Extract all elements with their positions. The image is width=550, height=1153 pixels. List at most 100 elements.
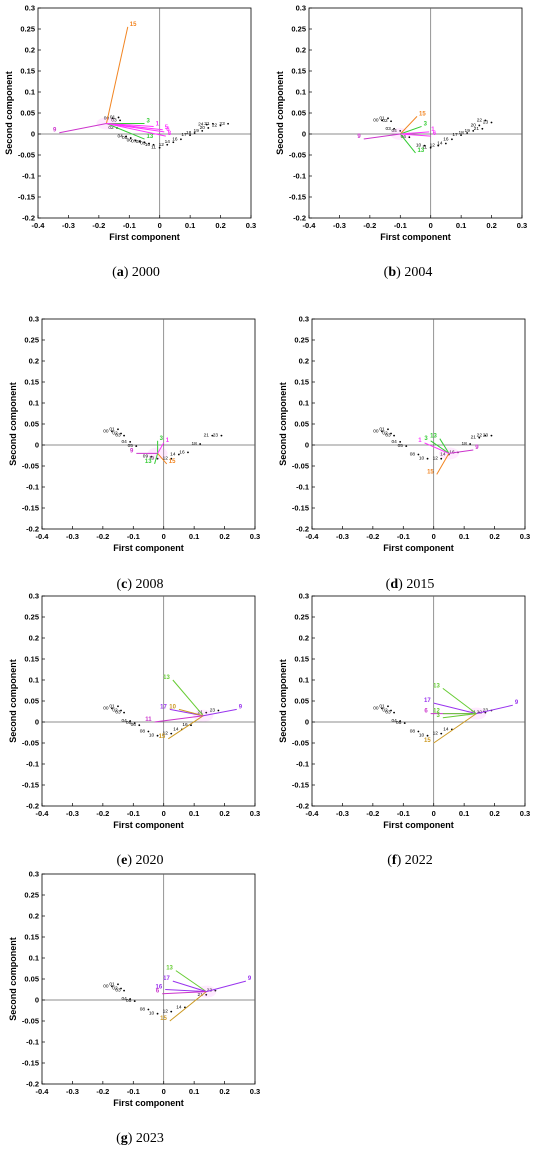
data-point	[451, 138, 453, 141]
x-axis-label: First component	[383, 543, 454, 553]
y-tick-label: 0.2	[29, 912, 39, 921]
data-point	[484, 119, 487, 122]
loading-vector	[106, 123, 145, 140]
x-tick-label: 0.2	[215, 221, 225, 230]
caption-year: 2020	[136, 853, 164, 868]
x-tick-label: -0.2	[363, 221, 376, 230]
data-point	[120, 987, 122, 990]
point-label: 18	[458, 130, 464, 136]
vector-label: 9	[53, 128, 57, 134]
y-tick-label: 0	[35, 441, 39, 450]
vector-label: 9	[357, 134, 361, 140]
y-tick-label: -0.15	[18, 193, 35, 202]
data-point	[156, 457, 159, 460]
data-point	[490, 121, 493, 124]
vector-label: 15	[130, 22, 137, 28]
point-label: 12	[159, 142, 165, 148]
point-label: 09	[140, 141, 146, 147]
y-tick-label: 0	[35, 718, 39, 727]
point-label: 16	[172, 136, 178, 142]
y-tick-label: 0.2	[25, 46, 35, 55]
x-tick-label: 0.3	[520, 809, 530, 818]
panel-caption: (b) 2004	[384, 265, 433, 280]
caption-year: 2023	[136, 1131, 164, 1146]
point-label: 00	[373, 428, 379, 434]
y-tick-label: 0.05	[291, 109, 306, 118]
data-point	[111, 707, 113, 710]
point-label: 10	[149, 733, 155, 739]
vector-label: 9	[239, 704, 243, 710]
loading-vector	[154, 453, 159, 465]
x-tick-label: -0.4	[306, 532, 320, 541]
vector-label: 9	[475, 445, 479, 451]
data-point	[120, 709, 122, 712]
y-tick-label: 0.1	[29, 676, 39, 685]
y-tick-label: 0.3	[29, 315, 39, 324]
data-point	[219, 124, 222, 127]
y-tick-label: -0.2	[26, 802, 39, 811]
x-tick-label: -0.3	[66, 532, 79, 541]
data-point	[172, 141, 175, 144]
x-tick-label: -0.4	[36, 532, 50, 541]
data-point	[123, 434, 125, 437]
point-label: 01	[109, 981, 115, 987]
data-point	[408, 136, 411, 139]
point-label: 21	[198, 992, 204, 998]
data-point	[150, 455, 153, 458]
vector-label: 3	[147, 119, 151, 125]
point-label: 00	[103, 983, 109, 989]
data-point	[111, 985, 113, 988]
y-tick-label: -0.2	[26, 1080, 39, 1089]
loading-vector	[157, 453, 168, 465]
y-tick-label: 0.15	[24, 655, 39, 664]
data-point	[390, 432, 392, 435]
x-axis-label: First component	[113, 820, 184, 830]
point-label: 10	[149, 456, 155, 462]
point-label: 12	[433, 456, 439, 462]
y-tick-label: 0.1	[25, 88, 35, 97]
plot-frame	[308, 7, 523, 219]
y-tick-label: 0.1	[299, 676, 309, 685]
data-point	[381, 119, 383, 122]
point-label: 10	[149, 1011, 155, 1017]
loading-vector	[162, 991, 207, 995]
y-tick-label: -0.05	[292, 739, 309, 748]
data-point	[143, 141, 146, 144]
data-point	[472, 130, 475, 132]
loading-vector	[169, 991, 207, 1022]
data-point	[170, 732, 173, 735]
x-tick-label: 0.3	[517, 221, 527, 230]
point-label: 14	[437, 141, 443, 147]
data-point	[147, 730, 150, 733]
y-tick-label: 0	[35, 996, 39, 1005]
caption-letter: e	[121, 853, 127, 868]
x-tick-label: -0.2	[96, 532, 109, 541]
point-label: 19	[465, 128, 471, 134]
y-tick-label: 0.25	[20, 25, 35, 34]
point-label: 01	[379, 703, 385, 709]
vector-label: 13	[163, 675, 170, 681]
loading-vector	[400, 133, 431, 137]
point-label: 03	[115, 988, 121, 994]
data-point	[152, 143, 155, 146]
point-label: 04	[121, 439, 127, 445]
point-label: 02	[108, 125, 114, 131]
point-label: 24	[198, 122, 204, 128]
point-label: 01	[110, 114, 116, 120]
x-axis-label: First component	[383, 820, 454, 830]
x-tick-label: 0	[432, 809, 436, 818]
y-tick-label: -0.15	[292, 504, 309, 513]
point-label: 08	[140, 1007, 146, 1013]
vector-label: 13	[166, 966, 173, 972]
data-point	[199, 443, 202, 445]
plot-frame	[37, 7, 252, 219]
data-point	[426, 457, 429, 460]
point-label: 03	[385, 126, 391, 132]
y-tick-label: 0.25	[24, 891, 39, 900]
y-tick-label: 0.3	[29, 592, 39, 601]
data-point	[123, 989, 125, 992]
point-label: 04	[117, 133, 123, 139]
y-tick-label: 0.25	[294, 613, 309, 622]
vector-label: 10	[169, 704, 176, 710]
x-tick-label: 0	[162, 1087, 166, 1096]
